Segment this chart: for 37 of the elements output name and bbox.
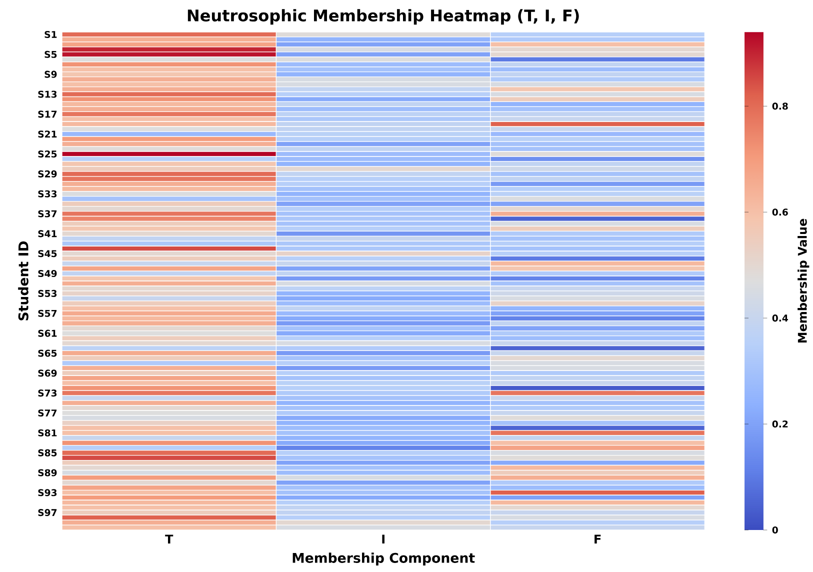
x-axis-title: Membership Component — [292, 552, 475, 566]
color-bar-label: 0.8 — [772, 102, 788, 110]
color-bar-label: 0 — [772, 526, 778, 534]
y-tick-label: S61 — [38, 330, 57, 337]
y-tick-label: S41 — [38, 230, 57, 238]
y-tick-label: S5 — [44, 50, 57, 58]
y-tick-label: S81 — [38, 429, 57, 436]
x-tick-label: T — [165, 534, 174, 544]
y-tick-label: S29 — [38, 170, 57, 178]
y-tick-label: S65 — [38, 350, 57, 357]
color-bar-label: 0.4 — [772, 314, 788, 322]
y-tick-label: S13 — [38, 90, 57, 98]
y-tick-label: S1 — [44, 30, 57, 38]
y-axis-title: Student ID — [18, 241, 28, 320]
y-tick-label: S93 — [38, 489, 57, 496]
y-tick-label: S33 — [38, 190, 57, 198]
y-tick-label: S53 — [38, 290, 57, 297]
y-tick-label: S57 — [38, 310, 57, 317]
color-bar-label: 0.6 — [772, 208, 788, 216]
color-bar-label: 0.2 — [772, 420, 788, 428]
y-tick-label: S69 — [38, 370, 57, 377]
y-tick-label: S73 — [38, 390, 57, 397]
x-tick-label: F — [594, 534, 601, 544]
color-bar-title: Membership Value — [798, 218, 810, 343]
chart-title: Neutrosophic Membership Heatmap (T, I, F) — [188, 9, 579, 25]
y-tick-label: S9 — [44, 70, 57, 78]
y-tick-label: S97 — [38, 509, 57, 516]
y-tick-label: S21 — [38, 130, 57, 138]
y-tick-label: S25 — [38, 150, 57, 158]
y-tick-label: S17 — [38, 110, 57, 118]
y-tick-label: S49 — [38, 270, 57, 278]
y-tick-label: S89 — [38, 469, 57, 476]
x-tick-label: I — [382, 534, 384, 544]
y-tick-label: S37 — [38, 210, 57, 218]
y-tick-label: S85 — [38, 449, 57, 456]
y-tick-label: S77 — [38, 409, 57, 416]
y-tick-label: S45 — [38, 250, 57, 258]
